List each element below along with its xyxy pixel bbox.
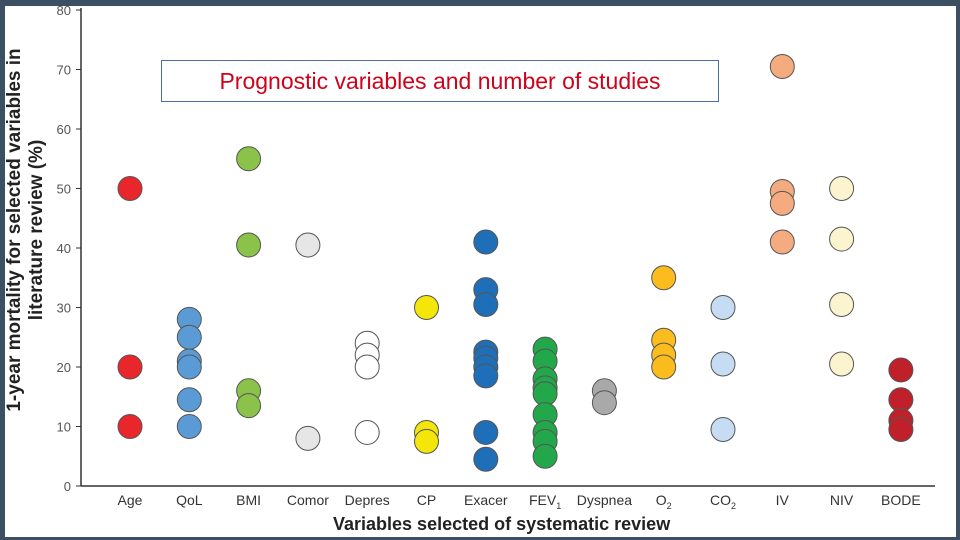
- y-tick-label: 70: [57, 63, 71, 78]
- x-tick-label: Age: [118, 492, 143, 508]
- data-points: [117, 54, 914, 472]
- y-tick-label: 20: [57, 360, 71, 375]
- x-tick-label: IV: [776, 492, 790, 508]
- x-tick-label: O2: [656, 492, 672, 511]
- data-point: [769, 190, 795, 216]
- data-point: [414, 295, 439, 320]
- data-point: [888, 416, 914, 442]
- y-tick-label: 30: [57, 301, 71, 316]
- data-point: [473, 292, 499, 318]
- x-tick-label: CO2: [710, 492, 736, 511]
- data-point: [710, 295, 736, 320]
- data-point: [651, 265, 677, 291]
- data-point: [117, 176, 143, 201]
- data-point: [354, 419, 380, 445]
- data-point: [176, 354, 202, 380]
- y-tick-label: 60: [57, 122, 71, 137]
- data-point: [829, 176, 855, 201]
- data-point: [710, 416, 736, 442]
- x-tick-label: Exacer: [464, 492, 508, 508]
- y-tick-label: 0: [64, 479, 71, 494]
- x-axis-label: Variables selected of systematic review: [333, 514, 671, 534]
- data-point: [295, 232, 321, 258]
- data-point: [829, 292, 855, 318]
- data-point: [176, 324, 202, 350]
- frame-left-border: [0, 0, 5, 540]
- data-point: [176, 414, 202, 439]
- data-point: [236, 232, 262, 258]
- x-tick-label: BMI: [236, 492, 261, 508]
- data-point: [176, 387, 202, 413]
- data-point: [591, 390, 617, 416]
- y-tick-label: 40: [57, 241, 71, 256]
- data-point: [117, 354, 143, 380]
- x-tick-label: FEV1: [529, 492, 561, 511]
- data-point: [117, 414, 143, 439]
- data-point: [651, 354, 677, 380]
- x-tick-label: Depres: [345, 492, 390, 508]
- data-point: [473, 419, 499, 445]
- data-point: [769, 54, 795, 80]
- title-box: [161, 60, 719, 102]
- frame-right-border: [956, 0, 960, 540]
- x-tick-label: Comor: [287, 492, 329, 508]
- data-point: [829, 226, 855, 252]
- x-ticks: Age QoL BMI Comor Depres CP Exacer FEV1 Dyspnea O…: [118, 492, 921, 511]
- x-tick-label: NIV: [830, 492, 854, 508]
- data-point: [236, 393, 262, 419]
- data-point: [888, 357, 914, 383]
- data-point: [414, 428, 439, 454]
- data-point: [532, 443, 558, 469]
- data-point: [710, 351, 736, 377]
- data-point: [295, 425, 321, 451]
- frame-bottom-border: [0, 537, 960, 540]
- data-point: [236, 146, 262, 172]
- data-point: [769, 229, 795, 255]
- y-tick-label: 80: [57, 3, 71, 18]
- data-point: [473, 363, 499, 389]
- data-point: [829, 351, 855, 377]
- y-tick-label: 50: [57, 182, 71, 197]
- data-point: [473, 446, 499, 472]
- x-tick-label: CP: [417, 492, 436, 508]
- frame-top-border: [0, 0, 960, 6]
- y-axis-label: 1-year mortality for selected variables …: [4, 48, 47, 412]
- x-tick-label: QoL: [176, 492, 203, 508]
- data-point: [354, 354, 380, 380]
- x-tick-label: Dyspnea: [577, 492, 632, 508]
- y-ticks: 0 10 20 30 40 50 60 70 80: [57, 3, 81, 494]
- y-tick-label: 10: [57, 420, 71, 435]
- data-point: [473, 229, 499, 255]
- chart-title: Prognostic variables and number of studi…: [219, 68, 661, 94]
- x-tick-label: BODE: [881, 492, 921, 508]
